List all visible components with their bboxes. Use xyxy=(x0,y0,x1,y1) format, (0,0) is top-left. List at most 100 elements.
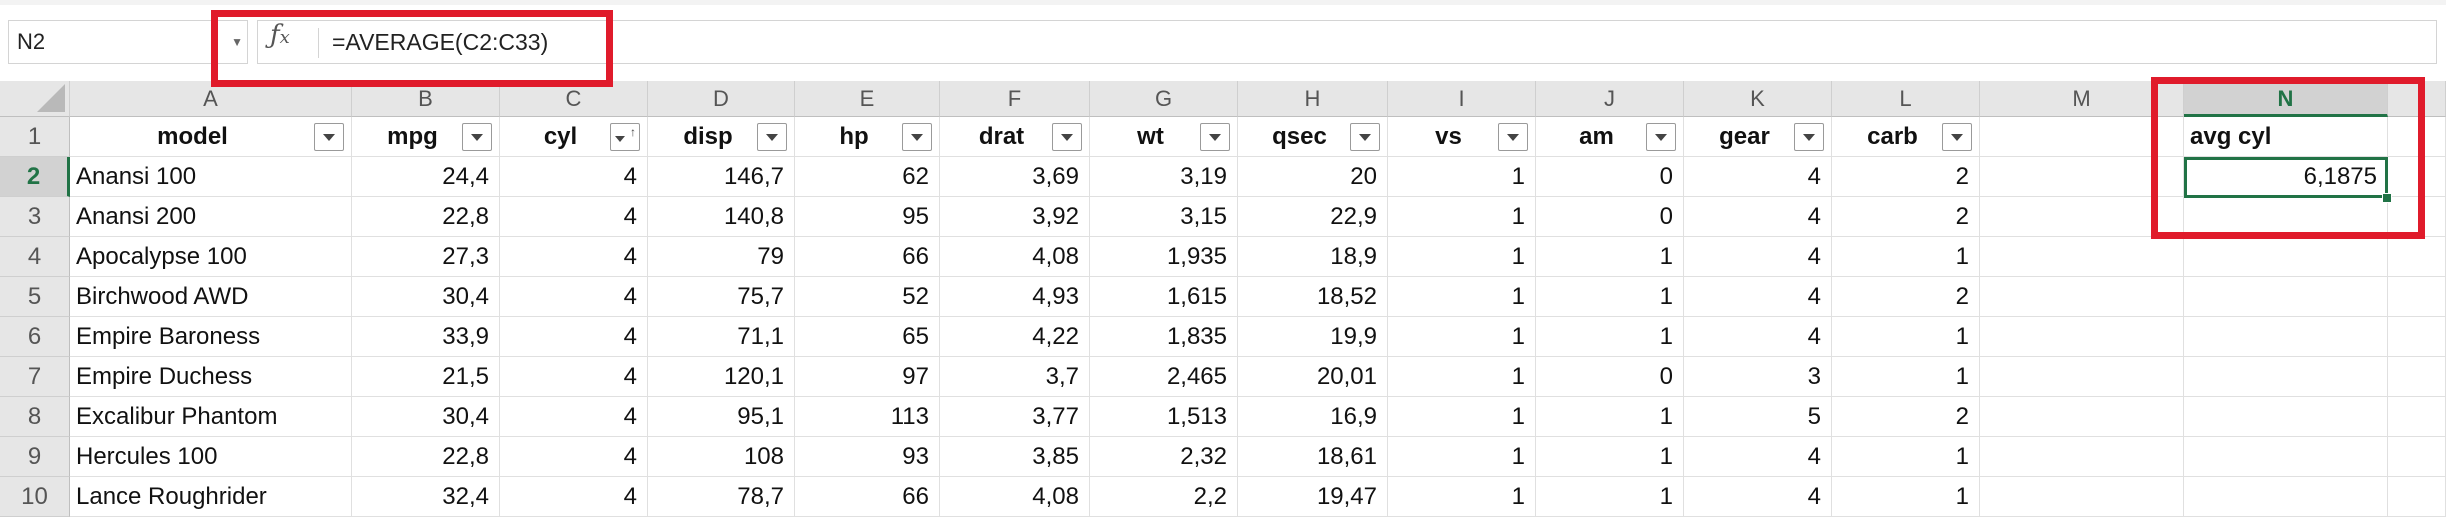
data-cell[interactable]: 21,5 xyxy=(352,357,500,397)
data-cell[interactable]: 1 xyxy=(1388,197,1536,237)
data-cell[interactable]: 2,465 xyxy=(1090,357,1238,397)
data-cell[interactable]: 19,9 xyxy=(1238,317,1388,357)
chevron-down-icon[interactable]: ▼ xyxy=(231,35,243,49)
filter-dropdown-icon[interactable] xyxy=(1498,123,1528,151)
filter-dropdown-icon[interactable] xyxy=(1052,123,1082,151)
row-header-7[interactable]: 7 xyxy=(0,357,70,397)
data-cell[interactable]: 2,32 xyxy=(1090,437,1238,477)
empty-cell[interactable] xyxy=(2184,237,2388,277)
data-cell[interactable]: 16,9 xyxy=(1238,397,1388,437)
header-cell-drat[interactable]: drat xyxy=(940,117,1090,157)
column-header-h[interactable]: H xyxy=(1238,81,1388,117)
data-cell[interactable]: 2 xyxy=(1832,277,1980,317)
column-header-d[interactable]: D xyxy=(648,81,795,117)
model-cell[interactable]: Apocalypse 100 xyxy=(70,237,352,277)
column-header-f[interactable]: F xyxy=(940,81,1090,117)
column-header-c[interactable]: C xyxy=(500,81,648,117)
data-cell[interactable]: 4 xyxy=(500,197,648,237)
data-cell[interactable]: 3,77 xyxy=(940,397,1090,437)
empty-cell[interactable] xyxy=(1980,317,2184,357)
filter-dropdown-icon[interactable] xyxy=(1794,123,1824,151)
data-cell[interactable]: 22,9 xyxy=(1238,197,1388,237)
empty-cell[interactable] xyxy=(1980,157,2184,197)
header-cell-gear[interactable]: gear xyxy=(1684,117,1832,157)
empty-cell[interactable] xyxy=(2184,397,2388,437)
data-cell[interactable]: 30,4 xyxy=(352,277,500,317)
data-cell[interactable]: 1 xyxy=(1388,277,1536,317)
header-cell-mpg[interactable]: mpg xyxy=(352,117,500,157)
formula-text[interactable]: =AVERAGE(C2:C33) xyxy=(332,29,549,55)
data-cell[interactable]: 1,935 xyxy=(1090,237,1238,277)
column-header-l[interactable]: L xyxy=(1832,81,1980,117)
data-cell[interactable]: 3,19 xyxy=(1090,157,1238,197)
header-cell-disp[interactable]: disp xyxy=(648,117,795,157)
empty-cell[interactable] xyxy=(1980,197,2184,237)
model-cell[interactable]: Anansi 200 xyxy=(70,197,352,237)
data-cell[interactable]: 4 xyxy=(500,277,648,317)
filter-dropdown-icon[interactable] xyxy=(1942,123,1972,151)
row-header-10[interactable]: 10 xyxy=(0,477,70,517)
row-header-9[interactable]: 9 xyxy=(0,437,70,477)
name-box[interactable]: N2 ▼ xyxy=(8,20,248,64)
data-cell[interactable]: 0 xyxy=(1536,157,1684,197)
data-cell[interactable]: 146,7 xyxy=(648,157,795,197)
data-cell[interactable]: 4 xyxy=(1684,197,1832,237)
data-cell[interactable]: 1 xyxy=(1536,317,1684,357)
model-cell[interactable]: Empire Duchess xyxy=(70,357,352,397)
column-header-m[interactable]: M xyxy=(1980,81,2184,117)
row-header-1[interactable]: 1 xyxy=(0,117,70,157)
data-cell[interactable]: 3 xyxy=(1684,357,1832,397)
empty-cell[interactable] xyxy=(2184,477,2388,517)
data-cell[interactable]: 1 xyxy=(1388,237,1536,277)
data-cell[interactable]: 20 xyxy=(1238,157,1388,197)
data-cell[interactable]: 18,61 xyxy=(1238,437,1388,477)
data-cell[interactable]: 1,513 xyxy=(1090,397,1238,437)
column-header-b[interactable]: B xyxy=(352,81,500,117)
data-cell[interactable]: 4 xyxy=(500,397,648,437)
data-cell[interactable]: 27,3 xyxy=(352,237,500,277)
data-cell[interactable]: 1 xyxy=(1536,237,1684,277)
empty-cell[interactable] xyxy=(2388,357,2446,397)
empty-cell[interactable] xyxy=(1980,397,2184,437)
row-header-6[interactable]: 6 xyxy=(0,317,70,357)
header-cell-wt[interactable]: wt xyxy=(1090,117,1238,157)
data-cell[interactable]: 18,9 xyxy=(1238,237,1388,277)
summary-label-cell[interactable]: avg cyl xyxy=(2184,117,2388,157)
data-cell[interactable]: 3,92 xyxy=(940,197,1090,237)
data-cell[interactable]: 79 xyxy=(648,237,795,277)
data-cell[interactable]: 78,7 xyxy=(648,477,795,517)
data-cell[interactable]: 3,15 xyxy=(1090,197,1238,237)
data-cell[interactable]: 95,1 xyxy=(648,397,795,437)
data-cell[interactable]: 20,01 xyxy=(1238,357,1388,397)
column-header-e[interactable]: E xyxy=(795,81,940,117)
data-cell[interactable]: 1 xyxy=(1832,477,1980,517)
empty-cell[interactable] xyxy=(1980,237,2184,277)
data-cell[interactable]: 1 xyxy=(1832,357,1980,397)
filter-dropdown-icon[interactable] xyxy=(902,123,932,151)
data-cell[interactable]: 4 xyxy=(500,477,648,517)
data-cell[interactable]: 75,7 xyxy=(648,277,795,317)
header-cell-hp[interactable]: hp xyxy=(795,117,940,157)
filter-dropdown-icon[interactable] xyxy=(462,123,492,151)
data-cell[interactable]: 3,85 xyxy=(940,437,1090,477)
data-cell[interactable]: 1 xyxy=(1832,437,1980,477)
empty-cell[interactable] xyxy=(2388,397,2446,437)
model-cell[interactable]: Lance Roughrider xyxy=(70,477,352,517)
data-cell[interactable]: 22,8 xyxy=(352,437,500,477)
empty-cell[interactable] xyxy=(1980,437,2184,477)
row-header-5[interactable]: 5 xyxy=(0,277,70,317)
filter-dropdown-icon[interactable] xyxy=(1200,123,1230,151)
row-header-2[interactable]: 2 xyxy=(0,157,70,197)
model-cell[interactable]: Empire Baroness xyxy=(70,317,352,357)
model-cell[interactable]: Anansi 100 xyxy=(70,157,352,197)
data-cell[interactable]: 113 xyxy=(795,397,940,437)
data-cell[interactable]: 4 xyxy=(500,237,648,277)
empty-cell[interactable] xyxy=(2388,477,2446,517)
data-cell[interactable]: 4 xyxy=(1684,277,1832,317)
data-cell[interactable]: 66 xyxy=(795,477,940,517)
empty-cell[interactable] xyxy=(2184,317,2388,357)
data-cell[interactable]: 120,1 xyxy=(648,357,795,397)
data-cell[interactable]: 5 xyxy=(1684,397,1832,437)
data-cell[interactable]: 1,835 xyxy=(1090,317,1238,357)
data-cell[interactable]: 71,1 xyxy=(648,317,795,357)
